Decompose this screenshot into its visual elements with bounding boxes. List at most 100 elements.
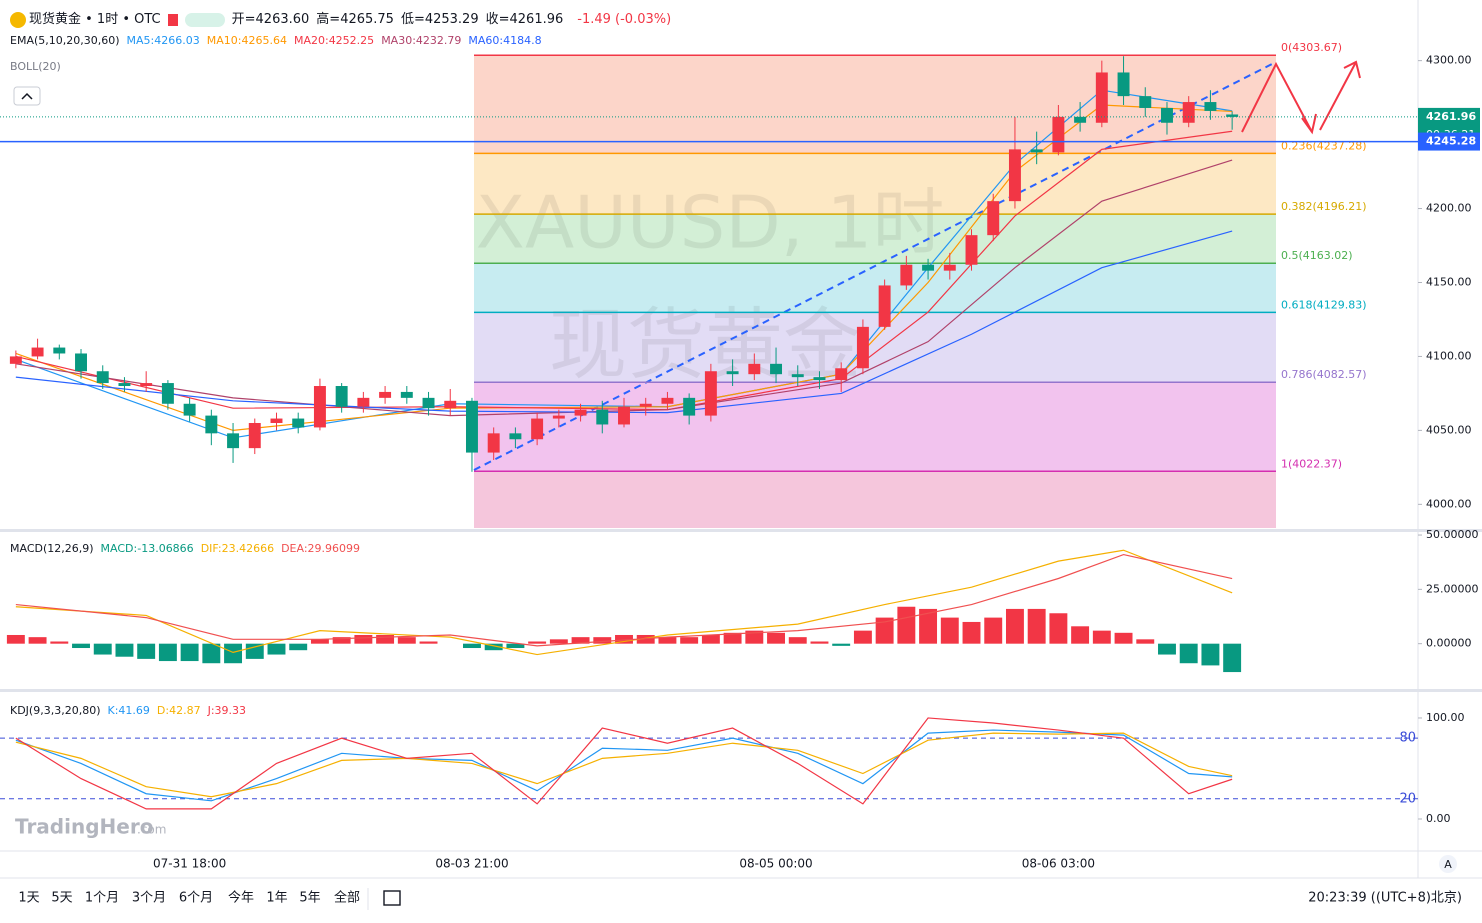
candle-body xyxy=(683,397,696,416)
histogram-bar xyxy=(50,641,69,644)
candle-body xyxy=(878,285,891,327)
auto-scale[interactable] xyxy=(1439,855,1457,873)
status-pill xyxy=(184,12,225,27)
trend-line xyxy=(473,61,1277,471)
candle-body xyxy=(292,418,305,428)
histogram-bar xyxy=(93,643,112,655)
candle-body xyxy=(661,397,674,404)
separator xyxy=(0,689,1482,692)
candle-body xyxy=(335,386,348,407)
fib-label: 0.5(4163.02) xyxy=(1281,249,1353,262)
boll: BOLL(20) xyxy=(10,60,61,73)
clock: 20:23:39 ((UTC+8)北京) xyxy=(1308,891,1462,906)
legend-item: MACD:-13.06866 xyxy=(100,542,194,555)
y-tick-label: 4000.00 xyxy=(1426,497,1472,510)
legend-item: J:39.33 xyxy=(207,704,247,717)
histogram-bar xyxy=(940,617,959,644)
histogram-bar xyxy=(419,641,438,644)
candle-body xyxy=(140,383,153,387)
collapse-button[interactable] xyxy=(13,86,41,106)
candle-body xyxy=(9,356,22,364)
fib-zone xyxy=(474,382,1276,472)
histogram-bar xyxy=(397,637,416,644)
histogram-bar xyxy=(701,634,720,644)
fib-label: 0.236(4237.28) xyxy=(1281,139,1367,152)
legend-item: MA20:4252.25 xyxy=(293,34,375,47)
histogram-bar xyxy=(962,621,981,644)
fib-zone xyxy=(474,471,1276,528)
x-tick-label: 08-05 00:00 xyxy=(739,857,812,871)
candle-body xyxy=(313,386,326,428)
legend-title: KDJ(9,3,3,20,80) xyxy=(10,704,101,717)
candle-body xyxy=(1074,116,1087,123)
histogram-bar xyxy=(354,634,373,644)
legend: MACD(12,26,9) MACD:-13.06866 DIF:23.42666 D… xyxy=(10,542,367,555)
histogram-bar xyxy=(788,637,807,644)
range-button[interactable]: 5年 xyxy=(299,891,320,906)
replay-icon[interactable] xyxy=(383,890,401,906)
histogram-bar xyxy=(984,617,1003,644)
indicator-line xyxy=(15,553,1233,647)
candle-body xyxy=(357,397,370,407)
histogram-bar xyxy=(680,637,699,644)
candle-body xyxy=(31,347,44,357)
flag xyxy=(167,13,178,26)
fib-label: 0.618(4129.83) xyxy=(1281,298,1367,311)
candle-body xyxy=(444,400,457,409)
candle-body xyxy=(552,415,565,419)
histogram-bar xyxy=(1114,632,1133,644)
histogram-bar xyxy=(745,630,764,644)
y-tick-label: 25.00000 xyxy=(1426,582,1479,595)
range-button[interactable]: 3个月 xyxy=(132,891,166,906)
range-button[interactable]: 全部 xyxy=(334,890,360,906)
fib-label: 0.786(4082.57) xyxy=(1281,368,1367,381)
range-button[interactable]: 1个月 xyxy=(85,891,119,906)
range-button[interactable]: 6个月 xyxy=(179,891,213,906)
candle-body xyxy=(379,391,392,398)
fib-zone xyxy=(474,312,1276,383)
histogram-bar xyxy=(115,643,134,657)
histogram-bar xyxy=(1049,613,1068,644)
candle-body xyxy=(704,371,717,416)
range-button[interactable]: 1天 xyxy=(18,891,39,906)
range-button[interactable]: 今年 xyxy=(228,890,254,906)
histogram-bar xyxy=(180,643,199,662)
indicator-line xyxy=(15,549,1233,656)
price-tag xyxy=(1418,132,1480,151)
logo: TradingHero xyxy=(15,815,153,839)
candle-body xyxy=(748,363,761,375)
candle-body xyxy=(639,403,652,407)
histogram-bar xyxy=(72,643,90,649)
range-button[interactable]: 5天 xyxy=(51,891,72,906)
histogram-bar xyxy=(1027,608,1046,644)
fib-zone xyxy=(474,55,1276,154)
ohlc-value: 低=4253.29 xyxy=(400,12,479,27)
legend-item: MA30:4232.79 xyxy=(381,34,462,47)
candle-body xyxy=(118,383,131,387)
header: 现货黄金 • 1时 • OTC 开=4263.60 高=4265.75 低=4253.… xyxy=(10,8,678,28)
histogram-bar xyxy=(484,643,503,651)
candle-body xyxy=(248,422,261,449)
legend-item: K:41.69 xyxy=(107,704,150,717)
histogram-bar xyxy=(636,634,655,644)
histogram-bar xyxy=(267,643,286,655)
y-tick-label: 4200.00 xyxy=(1426,202,1472,215)
fib-zone xyxy=(474,153,1276,215)
reference-label: 80 xyxy=(1399,731,1416,746)
range-button[interactable]: 1年 xyxy=(266,891,287,906)
y-tick-label: 50.00000 xyxy=(1426,528,1479,541)
candle-body xyxy=(1204,102,1217,111)
indicator-line xyxy=(15,717,1233,810)
histogram-bar xyxy=(202,643,221,664)
reference-label: 20 xyxy=(1399,791,1416,806)
candle-body xyxy=(1095,72,1108,123)
candle-body xyxy=(770,363,783,375)
indicator-line xyxy=(15,729,1233,802)
fib-zone xyxy=(474,214,1276,264)
legend: EMA(5,10,20,30,60) MA5:4266.03 MA10:4265.6… xyxy=(10,34,549,47)
histogram-bar xyxy=(897,606,916,644)
separator xyxy=(0,529,1482,532)
legend-item: MA10:4265.64 xyxy=(206,34,287,47)
candle-body xyxy=(1052,116,1065,153)
